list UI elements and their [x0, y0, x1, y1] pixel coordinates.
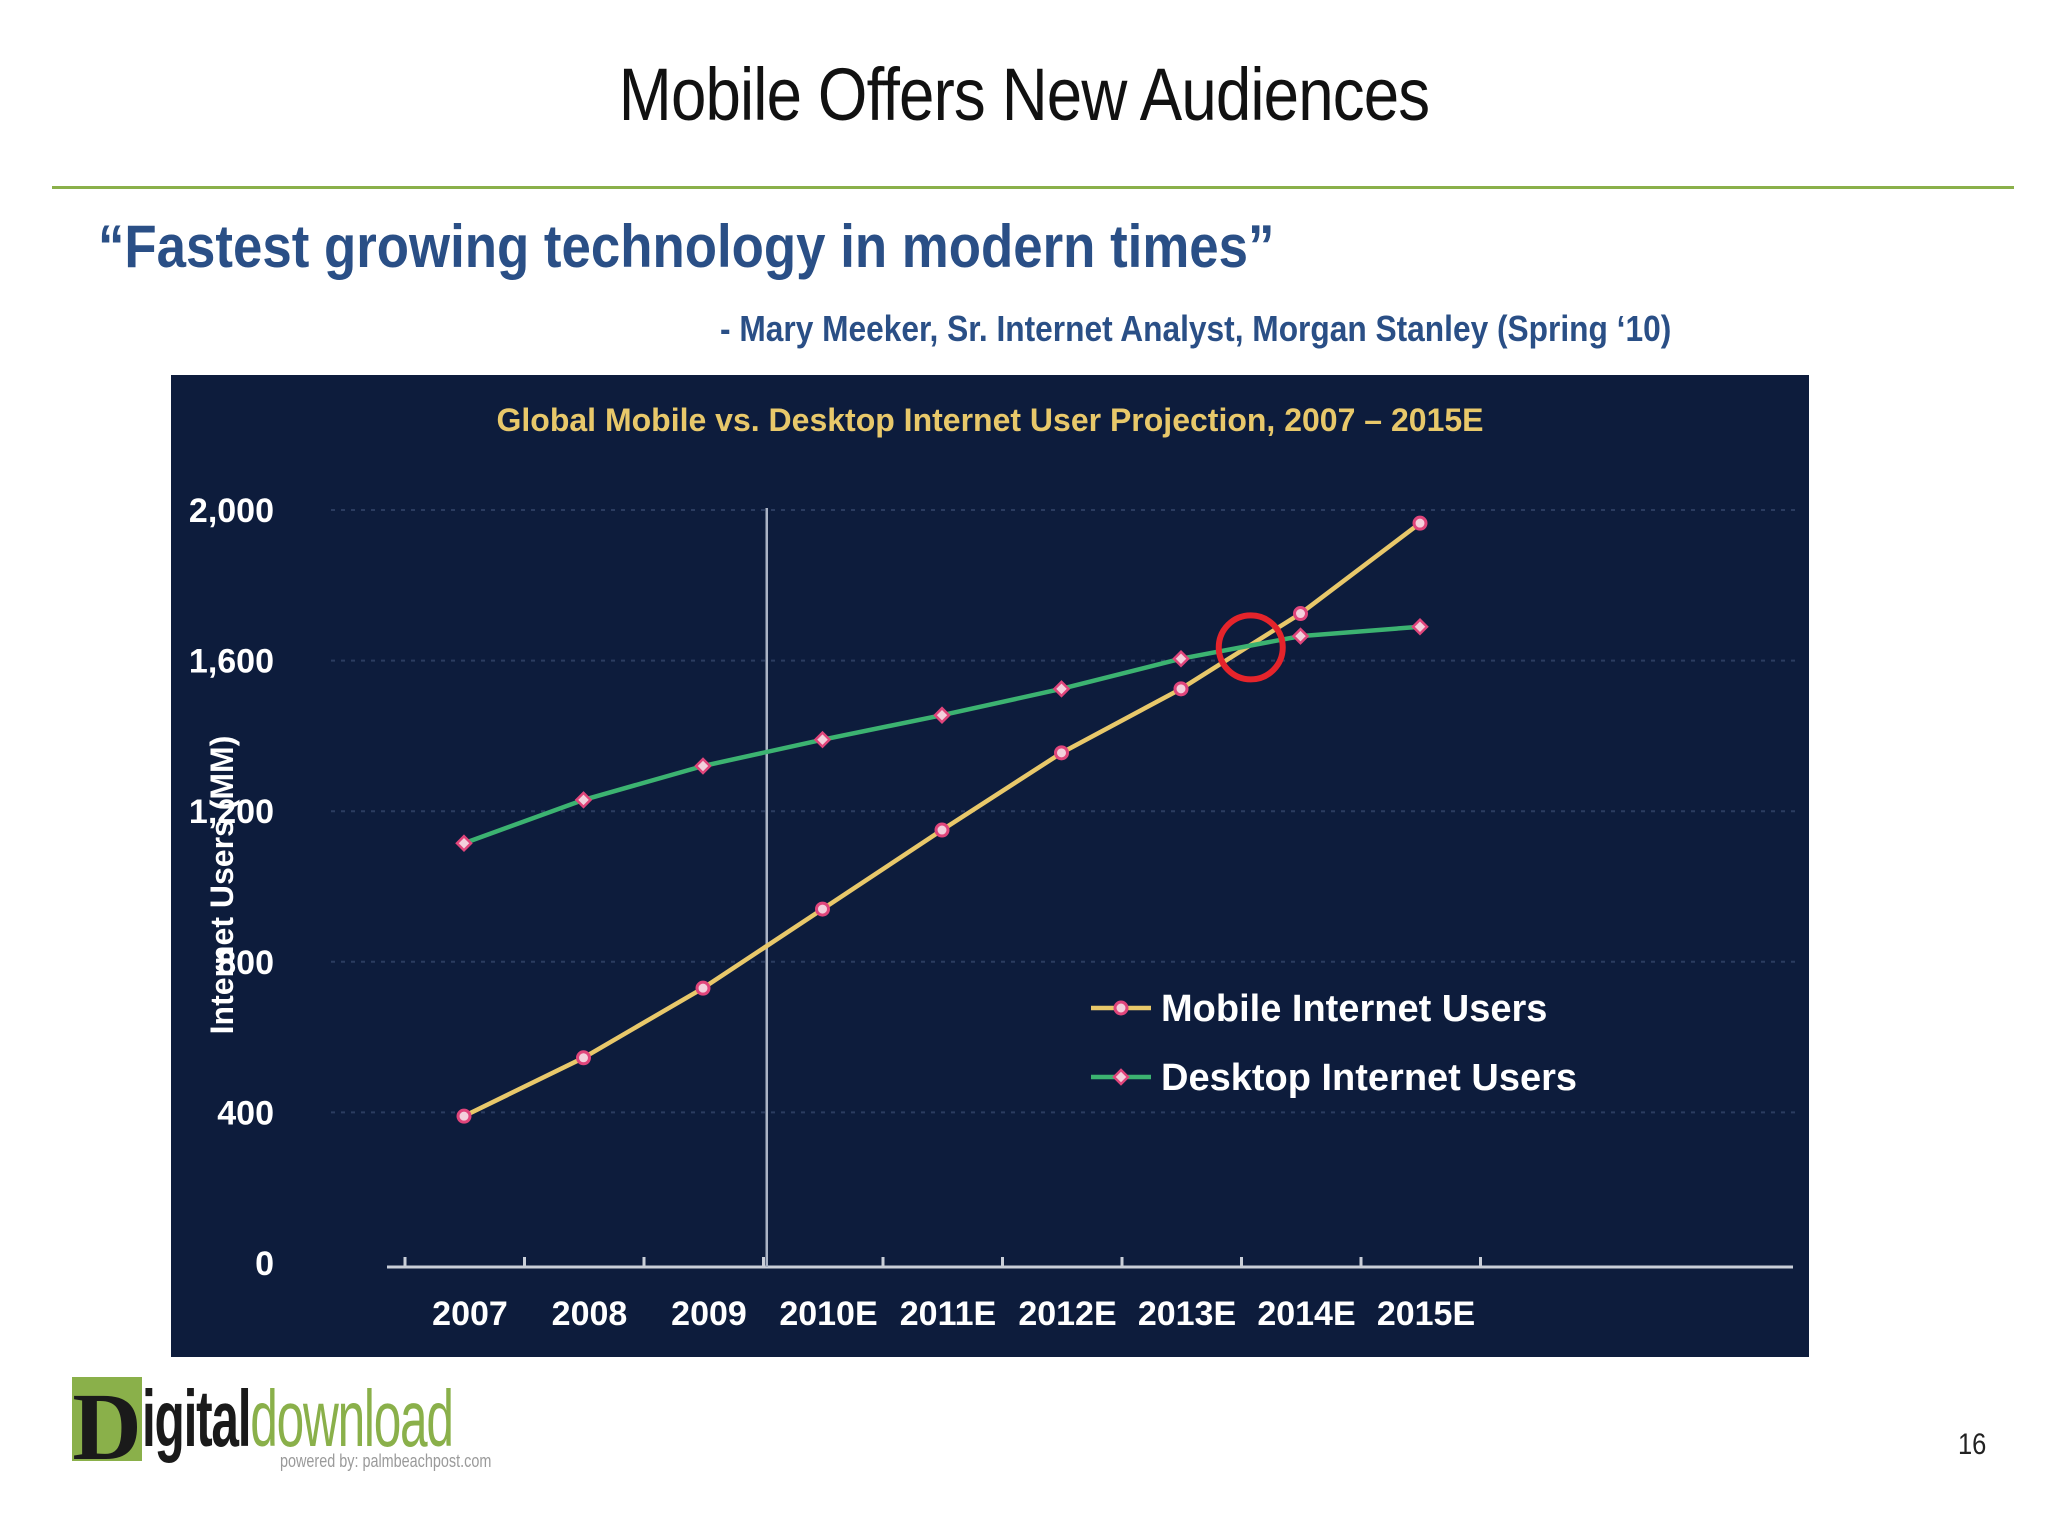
y-tick-label: 800 [217, 944, 274, 982]
mobile-data-point [1054, 745, 1069, 761]
desktop-data-point [694, 757, 712, 775]
mobile-legend-label: Mobile Internet Users [1161, 988, 1547, 1030]
desktop-data-point [933, 706, 951, 724]
x-tick-label: 2008 [552, 1295, 628, 1333]
crossover-circle [1215, 612, 1286, 683]
chart-title: Global Mobile vs. Desktop Internet User … [496, 402, 1483, 438]
y-tick-label: 0 [255, 1245, 274, 1283]
desktop-legend-label: Desktop Internet Users [1161, 1057, 1577, 1099]
desktop-data-point [1291, 627, 1310, 645]
x-ticks: 2007 2008 2009 2010E 2011E 2012E 2013E 2014E 201… [432, 1295, 1475, 1333]
desktop-data-point [574, 791, 593, 809]
series-lines [455, 515, 1429, 1124]
chart-panel: Global Mobile vs. Desktop Internet User … [171, 375, 1809, 1357]
mobile-data-point [1293, 606, 1308, 622]
logo-letter: D [72, 1373, 142, 1480]
digitaldownload-logo: D igitaldownload powered by: palmbeachpo… [72, 1373, 522, 1480]
desktop-data-point [813, 730, 832, 749]
mobile-data-point [1173, 681, 1189, 697]
title-divider [52, 186, 2014, 189]
x-tick-label: 2010E [779, 1295, 877, 1333]
y-tick-label: 1,200 [189, 793, 274, 831]
crossover-highlight [1215, 612, 1286, 683]
x-tick-label: 2013E [1138, 1295, 1236, 1333]
desktop-data-point [1411, 617, 1429, 636]
x-tick-label: 2007 [432, 1295, 508, 1333]
y-ticks: 0 400 800 1,200 1,600 2,000 [189, 492, 274, 1283]
mobile-data-point [815, 901, 830, 917]
mobile-data-point [456, 1108, 472, 1124]
mobile-legend-marker [1113, 1000, 1129, 1016]
logo-tagline: powered by: palmbeachpost.com [280, 1451, 492, 1471]
x-tick-label: 2012E [1018, 1295, 1116, 1333]
chart-legend: Mobile Internet Users Desktop Internet Us… [1091, 988, 1577, 1099]
page-number: 16 [1958, 1428, 1987, 1461]
y-tick-label: 1,600 [189, 643, 274, 681]
mobile-data-point [934, 822, 950, 838]
x-tick-label: 2009 [671, 1295, 747, 1333]
y-tick-label: 2,000 [189, 492, 274, 530]
y-tick-label: 400 [217, 1094, 274, 1132]
mobile-data-point [695, 980, 711, 996]
logo-wordmark: igitaldownload [142, 1373, 454, 1465]
x-axis [387, 508, 1793, 1269]
line-chart: Global Mobile vs. Desktop Internet User … [189, 402, 1801, 1333]
desktop-data-point [455, 834, 473, 852]
logo-word-download: download [250, 1374, 454, 1463]
mobile-data-point [1412, 515, 1428, 531]
slide-title: Mobile Offers New Audiences [618, 53, 1430, 136]
logo-d-block: D [72, 1373, 142, 1480]
desktop-data-point [1172, 649, 1190, 668]
x-tick-label: 2014E [1257, 1295, 1355, 1333]
quote-text: “Fastest growing technology in modern ti… [98, 213, 1275, 280]
y-axis-label: Internet Users (MM) [204, 736, 240, 1035]
desktop-data-point [1052, 680, 1071, 698]
x-tick-label: 2015E [1377, 1295, 1475, 1333]
logo-word-digital: igital [142, 1374, 252, 1463]
quote-attribution: - Mary Meeker, Sr. Internet Analyst, Mor… [720, 308, 1672, 349]
desktop-legend-marker [1112, 1068, 1130, 1086]
mobile-data-point [576, 1050, 591, 1066]
x-tick-label: 2011E [900, 1295, 996, 1333]
